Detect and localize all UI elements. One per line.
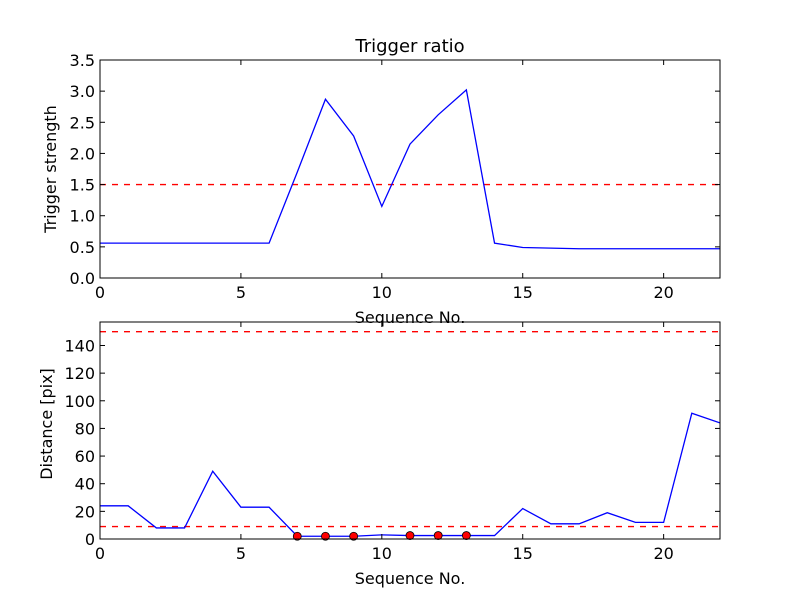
y-tick-label: 3.5 [70, 51, 95, 70]
y-tick-label: 140 [64, 336, 95, 355]
y-axis-label: Distance [pix] [37, 368, 56, 480]
axes-frame [99, 59, 721, 279]
y-tick-label: 80 [75, 419, 95, 438]
y-tick-label: 40 [75, 475, 95, 494]
x-tick-label: 20 [653, 544, 673, 563]
data-series-line [100, 88, 720, 250]
y-tick-label: 100 [64, 392, 95, 411]
x-axis-label: Sequence No. [355, 569, 466, 588]
y-tick-label: 2.0 [70, 144, 95, 163]
axes-frame [99, 321, 721, 540]
x-tick-label: 10 [372, 544, 392, 563]
x-tick-label: 15 [513, 283, 533, 302]
data-point-marker [405, 531, 415, 540]
y-tick-label: 1.5 [70, 176, 95, 195]
x-tick-label: 10 [372, 283, 392, 302]
y-tick-label: 0.0 [70, 269, 95, 288]
y-tick-label: 0.5 [70, 238, 95, 257]
data-point-marker [321, 531, 330, 541]
y-tick-label: 20 [75, 502, 95, 521]
y-tick-label: 3.0 [70, 82, 95, 101]
plot-area [100, 88, 720, 250]
y-tick-label: 120 [64, 364, 95, 383]
distance-panel: Sequence No. Distance [pix] 0 5 10 15 20 0 20 4… [37, 321, 721, 588]
data-point-marker [433, 531, 443, 540]
x-tick-label: 5 [236, 283, 246, 302]
x-tick-label: 15 [513, 544, 533, 563]
y-axis-label: Trigger strength [41, 105, 60, 234]
x-axis-label: Sequence No. [355, 308, 466, 327]
y-tick-label: 2.5 [70, 113, 95, 132]
x-tick-label: 5 [236, 544, 246, 563]
chart-title: Trigger ratio [354, 36, 464, 57]
y-tick-label: 60 [75, 447, 95, 466]
y-tick-label: 0 [85, 530, 95, 549]
data-point-marker [292, 531, 302, 541]
y-tick-label: 1.0 [70, 207, 95, 226]
data-point-marker [461, 531, 471, 540]
x-tick-label: 20 [653, 283, 673, 302]
data-point-marker [349, 531, 359, 541]
x-tick-label: 0 [95, 283, 105, 302]
trigger-ratio-panel: Trigger ratio Sequence No. Trigger stren… [41, 36, 721, 327]
x-tick-label: 0 [95, 544, 105, 563]
